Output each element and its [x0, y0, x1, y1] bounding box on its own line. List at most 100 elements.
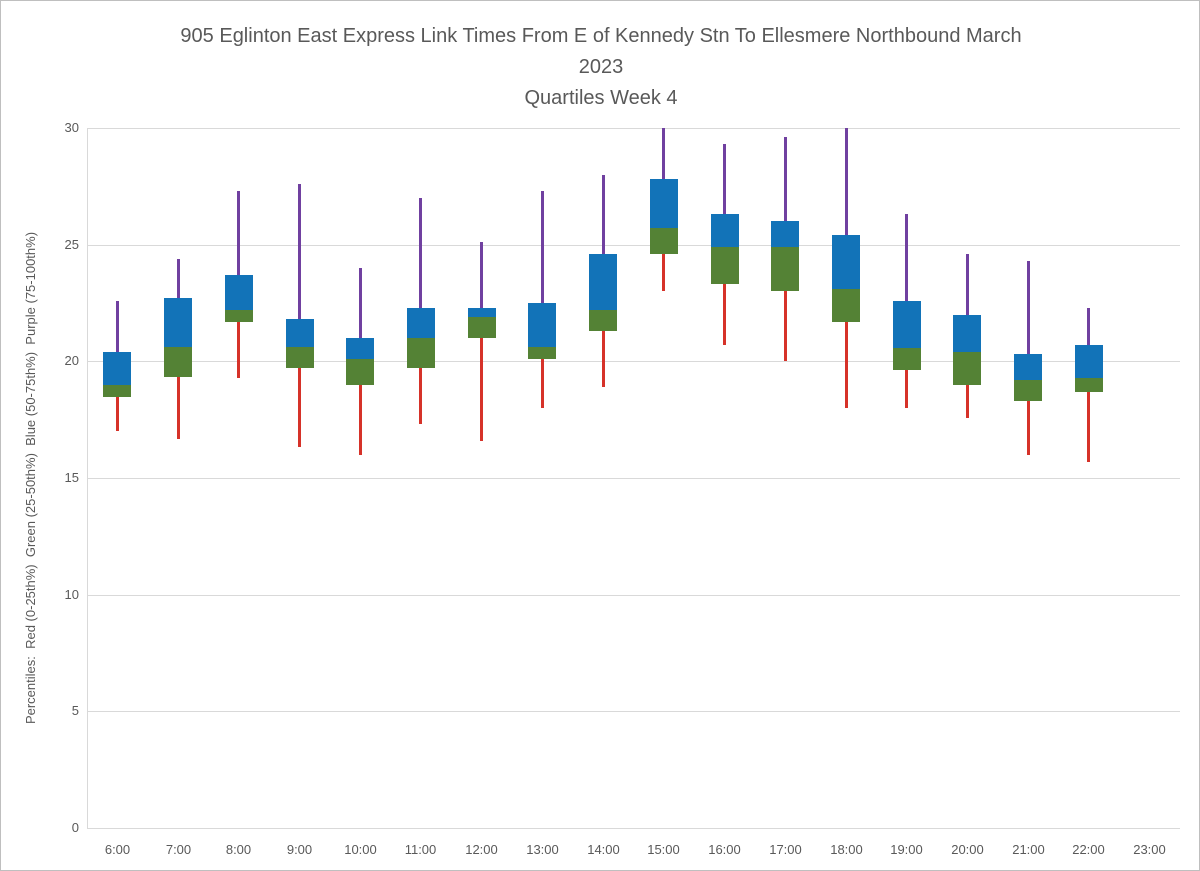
gridline-y-0 — [87, 828, 1180, 829]
box-green-25-50-15:00 — [650, 228, 678, 254]
box-green-25-50-10:00 — [346, 359, 374, 385]
whisker-low-red-16:00 — [723, 279, 726, 345]
box-green-25-50-14:00 — [589, 310, 617, 331]
x-tick-label-19:00: 19:00 — [890, 842, 923, 857]
x-tick-label-6:00: 6:00 — [104, 842, 131, 857]
box-blue-50-75-16:00 — [711, 214, 739, 247]
box-green-25-50-17:00 — [771, 247, 799, 291]
x-tick-label-9:00: 9:00 — [286, 842, 313, 857]
whisker-high-purple-13:00 — [541, 191, 544, 308]
box-blue-50-75-7:00 — [164, 298, 192, 347]
x-tick-label-18:00: 18:00 — [830, 842, 863, 857]
box-blue-50-75-11:00 — [407, 308, 435, 338]
box-green-25-50-22:00 — [1075, 378, 1103, 392]
gridline-y-5 — [87, 711, 1180, 712]
box-green-25-50-16:00 — [711, 247, 739, 284]
box-green-25-50-19:00 — [893, 347, 921, 370]
whisker-low-red-19:00 — [905, 366, 908, 408]
whisker-high-purple-6:00 — [116, 301, 119, 357]
whisker-high-purple-21:00 — [1027, 261, 1030, 359]
whisker-high-purple-9:00 — [298, 184, 301, 324]
box-blue-50-75-22:00 — [1075, 345, 1103, 378]
x-tick-label-10:00: 10:00 — [344, 842, 377, 857]
chart-title-line1: 905 Eglinton East Express Link Times Fro… — [180, 25, 1022, 47]
box-blue-50-75-8:00 — [225, 275, 253, 310]
x-tick-label-7:00: 7:00 — [165, 842, 192, 857]
y-tick-label-30: 30 — [64, 120, 79, 135]
box-blue-50-75-9:00 — [286, 319, 314, 347]
box-blue-50-75-13:00 — [528, 303, 556, 347]
whisker-low-red-18:00 — [845, 317, 848, 408]
chart-title-line3: Quartiles Week 4 — [524, 87, 678, 109]
box-blue-50-75-20:00 — [953, 315, 981, 352]
whisker-low-red-15:00 — [662, 249, 665, 291]
whisker-high-purple-8:00 — [237, 191, 240, 280]
x-tick-label-21:00: 21:00 — [1012, 842, 1045, 857]
y-tick-label-15: 15 — [64, 470, 79, 485]
whisker-high-purple-22:00 — [1087, 308, 1090, 350]
box-blue-50-75-14:00 — [589, 254, 617, 310]
x-tick-label-11:00: 11:00 — [404, 842, 437, 857]
box-blue-50-75-6:00 — [103, 352, 131, 385]
x-tick-label-23:00: 23:00 — [1133, 842, 1166, 857]
x-tick-label-16:00: 16:00 — [708, 842, 741, 857]
x-tick-label-20:00: 20:00 — [951, 842, 984, 857]
whisker-high-purple-16:00 — [723, 144, 726, 219]
x-tick-label-15:00: 15:00 — [647, 842, 680, 857]
whisker-high-purple-11:00 — [419, 198, 422, 313]
box-green-25-50-9:00 — [286, 347, 314, 368]
x-tick-label-8:00: 8:00 — [225, 842, 252, 857]
whisker-low-red-8:00 — [237, 317, 240, 378]
whisker-low-red-20:00 — [966, 380, 969, 418]
whisker-low-red-7:00 — [177, 373, 180, 439]
y-axis-line — [87, 128, 88, 828]
box-green-25-50-6:00 — [103, 385, 131, 397]
box-green-25-50-18:00 — [832, 289, 860, 322]
whisker-high-purple-20:00 — [966, 254, 969, 320]
chart-title-line2: 2023 — [578, 56, 624, 78]
whisker-high-purple-17:00 — [784, 137, 787, 226]
box-green-25-50-12:00 — [468, 317, 496, 338]
box-blue-50-75-18:00 — [832, 235, 860, 289]
whisker-low-red-10:00 — [359, 380, 362, 455]
whisker-high-purple-19:00 — [905, 214, 908, 305]
whisker-low-red-17:00 — [784, 286, 787, 361]
whisker-high-purple-14:00 — [602, 175, 605, 259]
box-blue-50-75-15:00 — [650, 179, 678, 228]
gridline-y-10 — [87, 595, 1180, 596]
box-green-25-50-7:00 — [164, 347, 192, 377]
y-tick-label-10: 10 — [64, 587, 79, 602]
x-tick-label-22:00: 22:00 — [1072, 842, 1105, 857]
whisker-low-red-6:00 — [116, 391, 119, 431]
box-blue-50-75-21:00 — [1014, 354, 1042, 380]
whisker-low-red-22:00 — [1087, 387, 1090, 462]
whisker-low-red-9:00 — [298, 363, 301, 447]
whisker-high-purple-12:00 — [480, 242, 483, 312]
box-blue-50-75-12:00 — [468, 308, 496, 317]
box-green-25-50-8:00 — [225, 310, 253, 322]
whisker-low-red-13:00 — [541, 354, 544, 408]
box-green-25-50-21:00 — [1014, 380, 1042, 401]
whisker-low-red-11:00 — [419, 363, 422, 424]
box-blue-50-75-17:00 — [771, 221, 799, 247]
whisker-high-purple-7:00 — [177, 259, 180, 304]
y-tick-label-5: 5 — [71, 703, 79, 718]
box-green-25-50-11:00 — [407, 338, 435, 368]
whisker-low-red-14:00 — [602, 326, 605, 387]
x-tick-label-13:00: 13:00 — [526, 842, 559, 857]
box-green-25-50-20:00 — [953, 352, 981, 385]
x-tick-label-17:00: 17:00 — [769, 842, 802, 857]
box-blue-50-75-10:00 — [346, 338, 374, 359]
whisker-high-purple-10:00 — [359, 268, 362, 343]
box-green-25-50-13:00 — [528, 347, 556, 359]
y-tick-label-20: 20 — [64, 353, 79, 368]
whisker-low-red-12:00 — [480, 333, 483, 441]
chart-title: 905 Eglinton East Express Link Times Fro… — [71, 21, 1131, 114]
y-tick-label-25: 25 — [64, 237, 79, 252]
gridline-y-15 — [87, 478, 1180, 479]
gridline-y-20 — [87, 361, 1180, 362]
whisker-low-red-21:00 — [1027, 396, 1030, 455]
x-tick-label-12:00: 12:00 — [465, 842, 498, 857]
